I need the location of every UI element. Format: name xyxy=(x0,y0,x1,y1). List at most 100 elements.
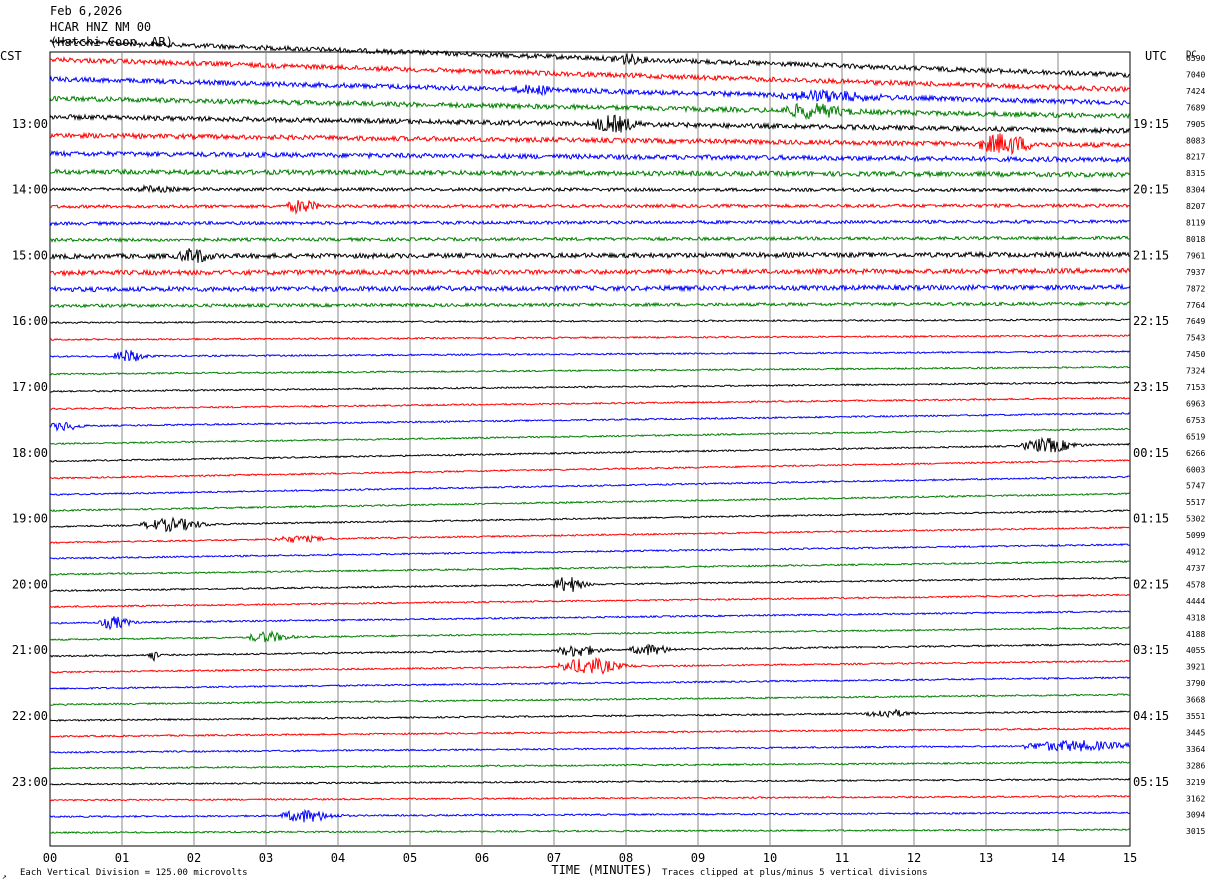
x-tick-label: 00 xyxy=(43,851,57,865)
trace-line xyxy=(49,492,1131,513)
clip-note: Traces clipped at plus/minus 5 vertical … xyxy=(662,868,928,878)
x-tick-label: 05 xyxy=(403,851,417,865)
trace-line xyxy=(49,436,1131,463)
dc-offset-value: 4737 xyxy=(1186,564,1205,573)
corner-glyph: ↗ xyxy=(2,872,7,881)
dc-offset-value: 8119 xyxy=(1186,219,1205,228)
dc-offset-value: 3445 xyxy=(1186,728,1205,737)
cst-time-label: 22:00 xyxy=(12,709,48,723)
dc-offset-value: 5099 xyxy=(1186,531,1205,540)
dc-offset-value: 8207 xyxy=(1186,202,1205,211)
x-tick-label: 06 xyxy=(475,851,489,865)
cst-time-label: 15:00 xyxy=(12,248,48,262)
x-tick-label: 09 xyxy=(691,851,705,865)
x-tick-label: 14 xyxy=(1051,851,1065,865)
dc-offset-value: 6266 xyxy=(1186,449,1205,458)
dc-offset-value: 3668 xyxy=(1186,696,1205,705)
trace-line xyxy=(50,509,1131,533)
trace-line xyxy=(49,828,1131,835)
cst-time-label: 23:00 xyxy=(12,775,48,789)
trace-line xyxy=(49,808,1131,823)
trace-line xyxy=(49,396,1131,411)
dc-offset-value: 3921 xyxy=(1186,663,1205,672)
cst-time-label: 14:00 xyxy=(12,183,48,197)
trace-line xyxy=(49,642,1131,663)
cst-time-label: 13:00 xyxy=(12,117,48,131)
dc-offset-value: 8083 xyxy=(1186,136,1205,145)
trace-line xyxy=(49,56,1131,93)
dc-offset-value: 7649 xyxy=(1186,317,1205,326)
dc-offset-value: 4055 xyxy=(1186,646,1205,655)
utc-time-label: 00:15 xyxy=(1133,446,1169,460)
utc-time-label: 04:15 xyxy=(1133,709,1169,723)
x-tick-label: 10 xyxy=(763,851,777,865)
trace-line xyxy=(49,526,1131,544)
trace-line xyxy=(49,381,1131,393)
dc-offset-value: 7324 xyxy=(1186,367,1205,376)
x-tick-label: 13 xyxy=(979,851,993,865)
dc-offset-value: 7764 xyxy=(1186,301,1205,310)
dc-offset-value: 3219 xyxy=(1186,778,1205,787)
x-tick-label: 04 xyxy=(331,851,345,865)
x-axis-title: TIME (MINUTES) xyxy=(551,863,652,877)
trace-line xyxy=(49,38,1131,79)
trace-line xyxy=(49,427,1131,446)
dc-offset-value: 3162 xyxy=(1186,794,1205,803)
dc-offset-value: 3551 xyxy=(1186,712,1205,721)
dc-offset-value: 4188 xyxy=(1186,630,1205,639)
dc-offset-value: 4912 xyxy=(1186,548,1205,557)
dc-offset-value: 7424 xyxy=(1186,87,1205,96)
trace-line xyxy=(49,349,1131,362)
dc-offset-value: 3094 xyxy=(1186,811,1205,820)
x-tick-label: 08 xyxy=(619,851,633,865)
dc-offset-value: 6519 xyxy=(1186,432,1205,441)
dc-offset-value: 8018 xyxy=(1186,235,1205,244)
trace-line xyxy=(49,593,1131,609)
utc-time-label: 19:15 xyxy=(1133,117,1169,131)
dc-offset-value: 7905 xyxy=(1186,120,1205,129)
dc-offset-value: 8217 xyxy=(1186,153,1205,162)
trace-line xyxy=(49,131,1131,156)
utc-time-label: 03:15 xyxy=(1133,643,1169,657)
trace-line xyxy=(49,95,1131,121)
trace-line xyxy=(49,576,1131,593)
cst-time-label: 16:00 xyxy=(12,314,48,328)
x-tick-label: 15 xyxy=(1123,851,1137,865)
trace-line xyxy=(49,266,1131,277)
trace-line xyxy=(49,610,1131,631)
cst-axis-label: CST xyxy=(0,49,22,63)
x-tick-label: 03 xyxy=(259,851,273,865)
trace-line xyxy=(49,184,1130,194)
cst-time-label: 21:00 xyxy=(12,643,48,657)
trace-line xyxy=(49,283,1131,293)
trace-line xyxy=(49,559,1130,576)
cst-time-label: 19:00 xyxy=(12,512,48,526)
trace-line xyxy=(49,199,1131,215)
dc-offset-value: 3015 xyxy=(1186,827,1205,836)
dc-offset-value: 4318 xyxy=(1186,613,1205,622)
utc-time-label: 23:15 xyxy=(1133,380,1169,394)
trace-line xyxy=(49,656,1131,675)
trace-line xyxy=(49,739,1131,754)
dc-offset-value: 7153 xyxy=(1186,383,1205,392)
dc-offset-value: 7450 xyxy=(1186,350,1205,359)
trace-line xyxy=(49,113,1131,135)
dc-offset-value: 5747 xyxy=(1186,482,1205,491)
utc-time-label: 05:15 xyxy=(1133,775,1169,789)
trace-line xyxy=(49,727,1131,738)
trace-line xyxy=(49,219,1131,227)
trace-line xyxy=(49,412,1131,432)
dc-offset-value: 6590 xyxy=(1186,54,1205,63)
dc-offset-value: 6003 xyxy=(1186,465,1205,474)
dc-offset-value: 7040 xyxy=(1186,70,1205,79)
dc-offset-value: 5517 xyxy=(1186,498,1205,507)
trace-line xyxy=(49,543,1130,560)
cst-time-label: 20:00 xyxy=(12,577,48,591)
x-tick-label: 12 xyxy=(907,851,921,865)
dc-offset-value: 7937 xyxy=(1186,268,1205,277)
dc-offset-value: 7689 xyxy=(1186,103,1205,112)
cst-time-label: 18:00 xyxy=(12,446,48,460)
utc-time-label: 20:15 xyxy=(1133,183,1169,197)
dc-offset-value: 7961 xyxy=(1186,251,1205,260)
